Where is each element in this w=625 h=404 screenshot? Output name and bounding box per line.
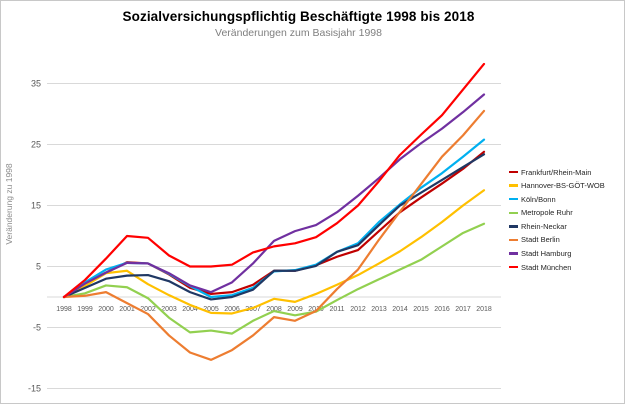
x-tick-label: 2000 <box>98 306 114 313</box>
x-tick-label: 2018 <box>476 306 492 313</box>
legend-label: Stadt Hamburg <box>521 249 572 259</box>
legend-item: Köln/Bonn <box>509 194 624 204</box>
x-tick-label: 2005 <box>203 306 219 313</box>
legend-label: Rhein-Neckar <box>521 221 567 231</box>
series-line-hannover-bs-g-t-wob <box>62 189 486 315</box>
x-tick-label: 2009 <box>287 306 303 313</box>
y-tick-label: -5 <box>33 323 41 333</box>
legend-swatch <box>509 238 518 242</box>
x-tick-label: 2016 <box>434 306 450 313</box>
x-tick-label: 1999 <box>77 306 93 313</box>
series-line-stadt-berlin <box>62 109 486 361</box>
series-line-rhein-neckar <box>62 153 486 301</box>
legend-item: Stadt München <box>509 262 624 272</box>
legend-label: Metropole Ruhr <box>521 208 573 218</box>
y-tick-label: 5 <box>36 262 41 272</box>
x-tick-label: 2001 <box>119 306 135 313</box>
legend-label: Stadt München <box>521 262 572 272</box>
x-tick-label: 2012 <box>350 306 366 313</box>
legend-label: Stadt Berlin <box>521 235 560 245</box>
legend-swatch <box>509 170 518 174</box>
x-tick-label: 2008 <box>266 306 282 313</box>
series-line-k-ln-bonn <box>62 138 486 299</box>
chart-subtitle: Veränderungen zum Basisjahr 1998 <box>215 27 382 39</box>
x-tick-label: 2007 <box>245 306 261 313</box>
legend-item: Hannover-BS-GÖT-WOB <box>509 181 624 191</box>
legend-label: Hannover-BS-GÖT-WOB <box>521 181 605 191</box>
x-tick-label: 2003 <box>161 306 177 313</box>
y-tick-label: 25 <box>31 140 41 150</box>
legend-label: Köln/Bonn <box>521 194 556 204</box>
legend-swatch <box>509 197 518 201</box>
legend-item: Stadt Hamburg <box>509 249 624 259</box>
x-tick-label: 2011 <box>329 306 344 313</box>
x-tick-label: 2006 <box>224 306 240 313</box>
series-line-stadt-m-nchen <box>62 62 486 299</box>
x-tick-label: 2015 <box>413 306 429 313</box>
x-tick-label: 2014 <box>392 306 408 313</box>
legend-label: Frankfurt/Rhein-Main <box>521 167 592 177</box>
legend-item: Rhein-Neckar <box>509 221 624 231</box>
y-tick-label: 35 <box>31 79 41 89</box>
legend-swatch <box>509 225 518 228</box>
legend-swatch <box>509 252 518 255</box>
legend-item: Frankfurt/Rhein-Main <box>509 167 624 177</box>
x-tick-label: 2013 <box>371 306 387 313</box>
x-tick-label: 2002 <box>140 306 156 313</box>
legend-swatch <box>509 184 518 187</box>
y-tick-label: -15 <box>28 384 41 394</box>
series-line-metropole-ruhr <box>62 222 486 335</box>
series-line-stadt-hamburg <box>62 93 486 299</box>
legend-item: Stadt Berlin <box>509 235 624 245</box>
legend: Frankfurt/Rhein-Main Hannover-BS-GÖT-WOB K… <box>509 167 624 272</box>
legend-swatch <box>509 211 518 214</box>
legend-item: Metropole Ruhr <box>509 208 624 218</box>
x-tick-label: 1998 <box>56 306 72 313</box>
x-tick-label: 2017 <box>455 306 471 313</box>
chart-title: Sozialversichungspflichtig Beschäftigte … <box>122 9 475 24</box>
x-tick-label: 2004 <box>182 306 198 313</box>
legend-swatch <box>509 265 518 269</box>
y-tick-label: 15 <box>31 201 41 211</box>
